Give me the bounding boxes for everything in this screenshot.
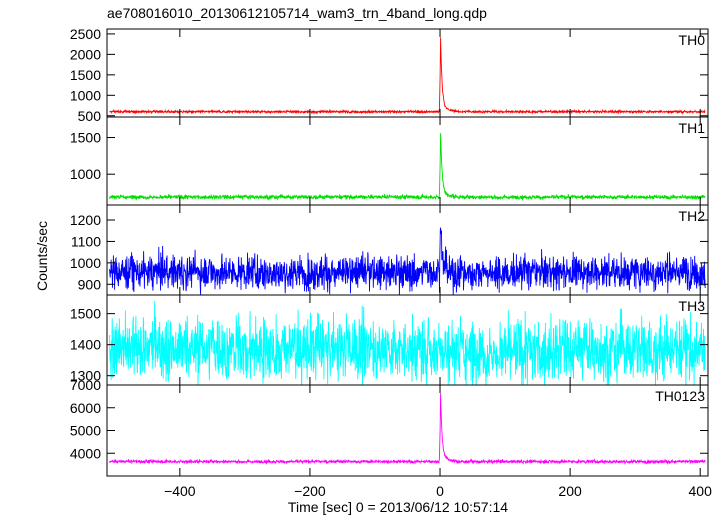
y-tick-label: 1000 — [70, 87, 101, 103]
panel-frame — [106, 28, 709, 118]
series-line-th1 — [109, 133, 706, 202]
y-tick-label: 1000 — [70, 166, 101, 182]
panel-label-th3: TH3 — [679, 298, 706, 314]
panel-th2: 900 1000 1100 1200 TH2 — [70, 204, 709, 296]
y-tick-label: 2500 — [70, 26, 101, 42]
panel-th1: 1000 1500 TH1 — [70, 116, 709, 206]
y-tick-label: 500 — [78, 108, 102, 124]
panel-label-th1: TH1 — [679, 120, 706, 136]
y-axis-label: Counts/sec — [34, 221, 50, 291]
y-tick-label: 1100 — [71, 233, 101, 249]
panel-th0: 500 1000 1500 2000 2500 TH0 — [70, 26, 709, 124]
y-tick-label: 2000 — [70, 46, 101, 62]
y-tick-label: 1500 — [70, 130, 101, 146]
x-tick-label: 0 — [436, 483, 444, 499]
y-tick-label: 1000 — [70, 255, 101, 271]
panel-label-th0: TH0 — [679, 32, 706, 48]
y-tick-label: 1500 — [70, 306, 101, 322]
y-tick-label: 900 — [78, 276, 102, 292]
panel-frame — [106, 116, 709, 206]
y-tick-label: 6000 — [70, 400, 101, 416]
x-tick-label: −200 — [294, 483, 326, 499]
y-tick-label: 4000 — [70, 445, 101, 461]
chart-title: ae708016010_20130612105714_wam3_trn_4ban… — [107, 5, 487, 21]
y-tick-label: 1200 — [70, 212, 101, 228]
y-tick-label: 7000 — [70, 377, 101, 393]
x-axis-label: Time [sec] 0 = 2013/06/12 10:57:14 — [288, 499, 508, 515]
y-tick-label: 1500 — [70, 67, 101, 83]
x-tick-label: −400 — [164, 483, 196, 499]
series-line-th0 — [109, 37, 706, 115]
x-tick-label: 200 — [558, 483, 582, 499]
series-line-th2 — [109, 227, 706, 295]
panel-th0123: 4000 5000 6000 7000 TH0123 — [70, 377, 709, 477]
panel-label-th0123: TH0123 — [655, 388, 705, 404]
y-tick-label: 1300 — [70, 368, 101, 384]
panel-label-th2: TH2 — [679, 208, 706, 224]
panel-th3: 1300 1400 1500 TH3 — [70, 294, 709, 386]
x-tick-label: 400 — [689, 483, 713, 499]
series-line-th3 — [109, 300, 706, 385]
y-tick-label: 5000 — [70, 423, 101, 439]
y-tick-label: 1400 — [70, 337, 101, 353]
series-line-th0123 — [109, 393, 706, 466]
